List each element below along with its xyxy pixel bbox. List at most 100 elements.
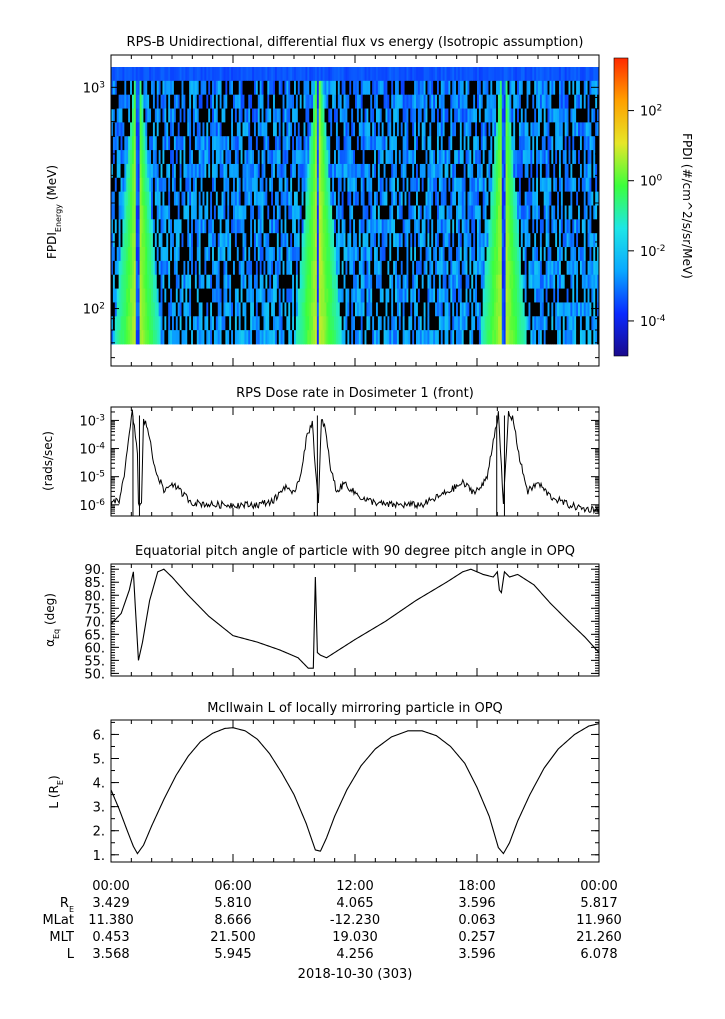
spectrogram-cell: [284, 274, 287, 289]
spectrogram-cell: [513, 177, 516, 193]
spectrogram-cell: [332, 150, 335, 165]
spectrogram-cell: [452, 177, 455, 193]
spectrogram-cell: [560, 150, 564, 165]
spectrogram-cell: [543, 274, 547, 289]
spectrogram-cell: [156, 288, 160, 303]
spectrogram-cell: [261, 191, 264, 206]
spectrogram-cell: [360, 67, 364, 82]
spectrogram-cell: [139, 205, 142, 220]
spectrogram-cell: [545, 122, 548, 137]
spectrogram-cell: [404, 316, 407, 331]
spectrogram-cell: [135, 233, 139, 248]
spectrogram-cell: [191, 274, 194, 289]
spectrogram-cell: [364, 233, 367, 248]
spectrogram-cell: [486, 80, 489, 96]
spectrogram-cell: [583, 260, 587, 276]
spectrogram-cell: [518, 191, 522, 206]
spectrogram-cell: [162, 67, 165, 82]
spectrogram-cell: [288, 108, 291, 123]
spectrogram-cell: [341, 67, 344, 82]
spectrogram-cell: [515, 205, 518, 220]
spectrogram-cell: [463, 247, 466, 262]
spectrogram-cell: [355, 288, 358, 303]
spectrogram-cell: [541, 150, 545, 165]
spectrogram-cell: [414, 122, 417, 137]
spectrogram-cell: [204, 302, 207, 317]
spectrogram-cell: [416, 94, 419, 109]
spectrogram-cell: [368, 122, 371, 137]
spectrogram-cell: [374, 302, 377, 317]
spectrogram-cell: [307, 247, 310, 262]
spectrogram-cell: [393, 205, 396, 220]
spectrogram-cell: [558, 191, 562, 206]
spectrogram-cell: [175, 94, 179, 109]
spectrogram-cell: [313, 219, 316, 234]
spectrogram-cell: [511, 136, 514, 151]
spectrogram-cell: [143, 177, 146, 193]
spectrogram-cell: [173, 233, 177, 248]
spectrogram-cell: [273, 219, 276, 234]
spectrogram-cell: [240, 177, 243, 193]
spectrogram-cell: [408, 302, 411, 317]
spectrogram-cell: [562, 205, 566, 220]
spectrogram-cell: [332, 330, 335, 345]
spectrogram-cell: [469, 316, 472, 331]
spectrogram-cell: [347, 136, 350, 151]
spectrogram-cell: [463, 122, 466, 137]
spectrogram-cell: [517, 136, 520, 151]
spectrogram-cell: [456, 108, 459, 123]
spectrogram-cell: [347, 219, 350, 234]
spectrogram-cell: [311, 122, 314, 137]
spectrogram-cell: [114, 94, 118, 109]
spectrogram-cell: [295, 108, 299, 123]
spectrogram-cell: [427, 260, 430, 276]
spectrogram-cell: [471, 288, 474, 303]
spectrogram-cell: [248, 274, 251, 289]
spectrogram-cell: [181, 330, 184, 345]
spectrogram-cell: [111, 247, 114, 262]
spectrogram-cell: [421, 205, 425, 220]
spectrogram-cell: [557, 108, 560, 123]
spectrogram-cell: [154, 80, 158, 96]
spectrogram-cell: [267, 150, 270, 165]
spectrogram-cell: [358, 136, 362, 151]
spectrogram-cell: [133, 150, 137, 165]
spectrogram-cell: [156, 163, 160, 179]
spectrogram-cell: [345, 136, 348, 151]
spectrogram-cell: [294, 274, 297, 289]
spectrogram-cell: [515, 274, 518, 289]
spectrogram-cell: [339, 150, 343, 165]
spectrogram-cell: [130, 80, 133, 96]
spectrogram-cell: [141, 233, 144, 248]
spectrogram-cell: [595, 94, 598, 109]
spectrogram-cell: [183, 67, 186, 82]
spectrogram-cell: [215, 136, 219, 151]
spectrogram-cell: [212, 136, 215, 151]
spectrogram-cell: [172, 302, 175, 317]
spectrogram-cell: [151, 288, 154, 303]
spectrogram-cell: [213, 80, 217, 96]
spectrogram-cell: [551, 94, 554, 109]
spectrogram-cell: [181, 177, 184, 193]
spectrogram-cell: [414, 288, 417, 303]
spectrogram-cell: [591, 191, 594, 206]
spectrogram-cell: [124, 177, 127, 193]
spectrogram-cell: [398, 247, 402, 262]
spectrogram-cell: [204, 219, 207, 234]
spectrogram-cell: [316, 219, 320, 234]
spectrogram-cell: [499, 247, 503, 262]
spectrogram-cell: [128, 177, 131, 193]
spectrogram-cell: [187, 177, 190, 193]
spectrogram-cell: [212, 122, 215, 137]
spectrogram-cell: [410, 108, 413, 123]
spectrogram-cell: [194, 122, 198, 137]
spectrogram-cell: [187, 274, 190, 289]
spectrogram-cell: [143, 219, 146, 234]
spectrogram-cell: [524, 274, 527, 289]
spectrogram-cell: [257, 177, 261, 193]
spectrogram-cell: [541, 302, 545, 317]
spectrogram-cell: [477, 316, 480, 331]
spectrogram-cell: [221, 177, 224, 193]
spectrogram-cell: [578, 108, 581, 123]
spectrogram-cell: [358, 191, 362, 206]
